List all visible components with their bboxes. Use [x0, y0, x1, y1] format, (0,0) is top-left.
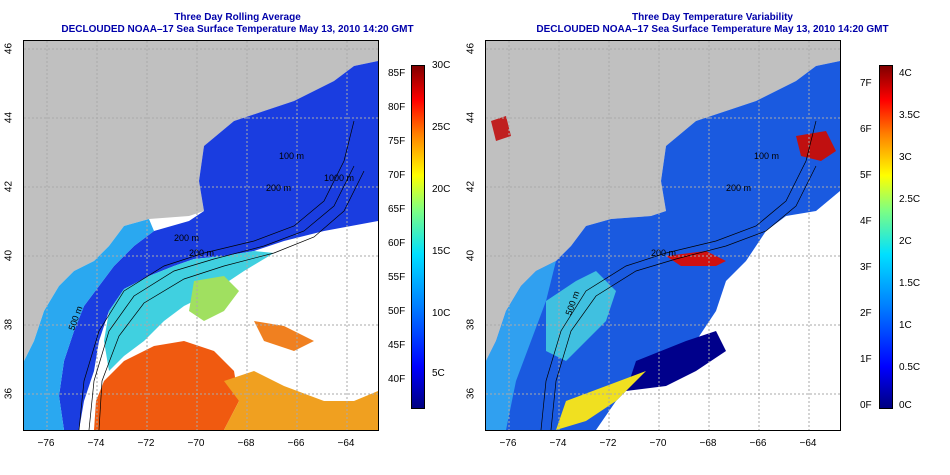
left-warm-water: [94, 341, 239, 430]
left-cb-f-70: 70F: [388, 170, 406, 181]
right-cb-c-1: 1C: [899, 320, 912, 331]
left-cb-f-65: 65F: [388, 204, 406, 215]
right-lon-72: −72: [599, 438, 617, 449]
right-cb-f-2: 2F: [860, 308, 872, 319]
left-cb-f-50: 50F: [388, 306, 406, 317]
right-lat-46: 46: [465, 42, 477, 55]
left-cb-f-75: 75F: [388, 136, 406, 147]
left-cb-c-20: 20C: [432, 184, 451, 195]
left-contour-label-6: 200 m: [174, 233, 199, 243]
left-lon-76: −76: [37, 438, 55, 449]
right-cb-c-0-5: 0.5C: [899, 362, 921, 373]
right-hot-streak: [666, 251, 726, 266]
left-cold-water: [59, 61, 378, 430]
left-sst-map: 100 m 200 m 1000 m 200 m 500 m 200 m: [23, 40, 379, 431]
left-lon-72: −72: [137, 438, 155, 449]
left-lat-38: 38: [3, 318, 15, 331]
right-water-mid-2: [546, 271, 616, 361]
right-panel: Three Day Temperature Variability DECLOU…: [466, 0, 950, 475]
right-map-graphic: 100 m 200 m 200 m 500 m: [486, 41, 840, 430]
left-contour-label-4: 200 m: [189, 248, 214, 258]
left-land-area: [24, 41, 378, 361]
right-contour-label-1: 100 m: [754, 151, 779, 161]
left-mid-water: [24, 219, 154, 430]
left-cb-f-55: 55F: [388, 272, 406, 283]
left-lon-70: −70: [187, 438, 205, 449]
right-cb-f-0: 0F: [860, 400, 872, 411]
left-lat-36: 36: [3, 387, 15, 400]
left-cb-f-60: 60F: [388, 238, 406, 249]
left-contour-label-3: 1000 m: [324, 173, 354, 183]
right-lon-64: −64: [799, 438, 817, 449]
right-lon-66: −66: [749, 438, 767, 449]
right-cb-f-4: 4F: [860, 216, 872, 227]
left-cb-c-15: 15C: [432, 246, 451, 257]
left-contour-label-1: 100 m: [279, 151, 304, 161]
right-lat-44: 44: [465, 111, 477, 124]
left-grid: [24, 41, 378, 430]
right-cb-f-3: 3F: [860, 262, 872, 273]
left-contour-label-2: 200 m: [266, 183, 291, 193]
left-lat-40: 40: [3, 249, 15, 262]
right-variability-map: 100 m 200 m 200 m 500 m: [485, 40, 841, 431]
right-water-dark: [626, 331, 726, 391]
right-cb-c-3: 3C: [899, 152, 912, 163]
right-lat-36: 36: [465, 387, 477, 400]
right-hot-patch: [796, 131, 836, 161]
right-cb-f-5: 5F: [860, 170, 872, 181]
left-hot-water: [224, 371, 378, 430]
left-cb-c-30: 30C: [432, 60, 451, 71]
right-cb-c-1-5: 1.5C: [899, 278, 921, 289]
right-contour-label-2: 200 m: [726, 183, 751, 193]
right-lon-76: −76: [499, 438, 517, 449]
left-lat-46: 46: [3, 42, 15, 55]
left-lon-66: −66: [287, 438, 305, 449]
left-colorbar: [411, 65, 425, 409]
left-warm-patch: [254, 321, 314, 351]
right-cb-c-2: 2C: [899, 236, 912, 247]
right-cb-f-7: 7F: [860, 78, 872, 89]
right-cb-c-3-5: 3.5C: [899, 110, 921, 121]
right-colorbar: [879, 65, 893, 409]
left-panel: Three Day Rolling Average DECLOUDED NOAA…: [3, 12, 451, 449]
right-lat-40: 40: [465, 249, 477, 262]
right-lat-42: 42: [465, 180, 477, 193]
right-water-mid: [486, 261, 556, 430]
left-cb-f-45: 45F: [388, 340, 406, 351]
left-subtitle: DECLOUDED NOAA–17 Sea Surface Temperatur…: [61, 24, 414, 35]
left-cb-f-40: 40F: [388, 374, 406, 385]
left-contours: [78, 120, 365, 430]
right-grid: [486, 41, 840, 430]
left-green-patch: [189, 276, 239, 321]
right-cb-c-4: 4C: [899, 68, 912, 79]
right-lon-70: −70: [649, 438, 667, 449]
right-hot-spot: [491, 116, 511, 141]
right-land-area: [486, 41, 840, 361]
right-contour-label-3: 200 m: [651, 248, 676, 258]
left-cb-f-80: 80F: [388, 102, 406, 113]
left-cb-c-25: 25C: [432, 122, 451, 133]
left-cb-f-85: 85F: [388, 68, 406, 79]
right-lon-74: −74: [549, 438, 567, 449]
left-lon-68: −68: [237, 438, 255, 449]
right-cb-c-0: 0C: [899, 400, 912, 411]
right-cb-c-2-5: 2.5C: [899, 194, 921, 205]
right-subtitle: DECLOUDED NOAA–17 Sea Surface Temperatur…: [536, 24, 889, 35]
left-title: Three Day Rolling Average: [174, 12, 301, 23]
right-cb-f-6: 6F: [860, 124, 872, 135]
left-lat-44: 44: [3, 111, 15, 124]
left-lon-74: −74: [87, 438, 105, 449]
right-lat-38: 38: [465, 318, 477, 331]
right-title: Three Day Temperature Variability: [632, 12, 793, 23]
right-water-yellow: [556, 371, 646, 430]
left-lon-64: −64: [337, 438, 355, 449]
left-cb-c-10: 10C: [432, 308, 451, 319]
left-cb-c-5: 5C: [432, 368, 445, 379]
left-map-graphic: 100 m 200 m 1000 m 200 m 500 m 200 m: [24, 41, 378, 430]
right-lon-68: −68: [699, 438, 717, 449]
right-contours: [540, 120, 817, 430]
left-lat-42: 42: [3, 180, 15, 193]
right-cb-f-1: 1F: [860, 354, 872, 365]
